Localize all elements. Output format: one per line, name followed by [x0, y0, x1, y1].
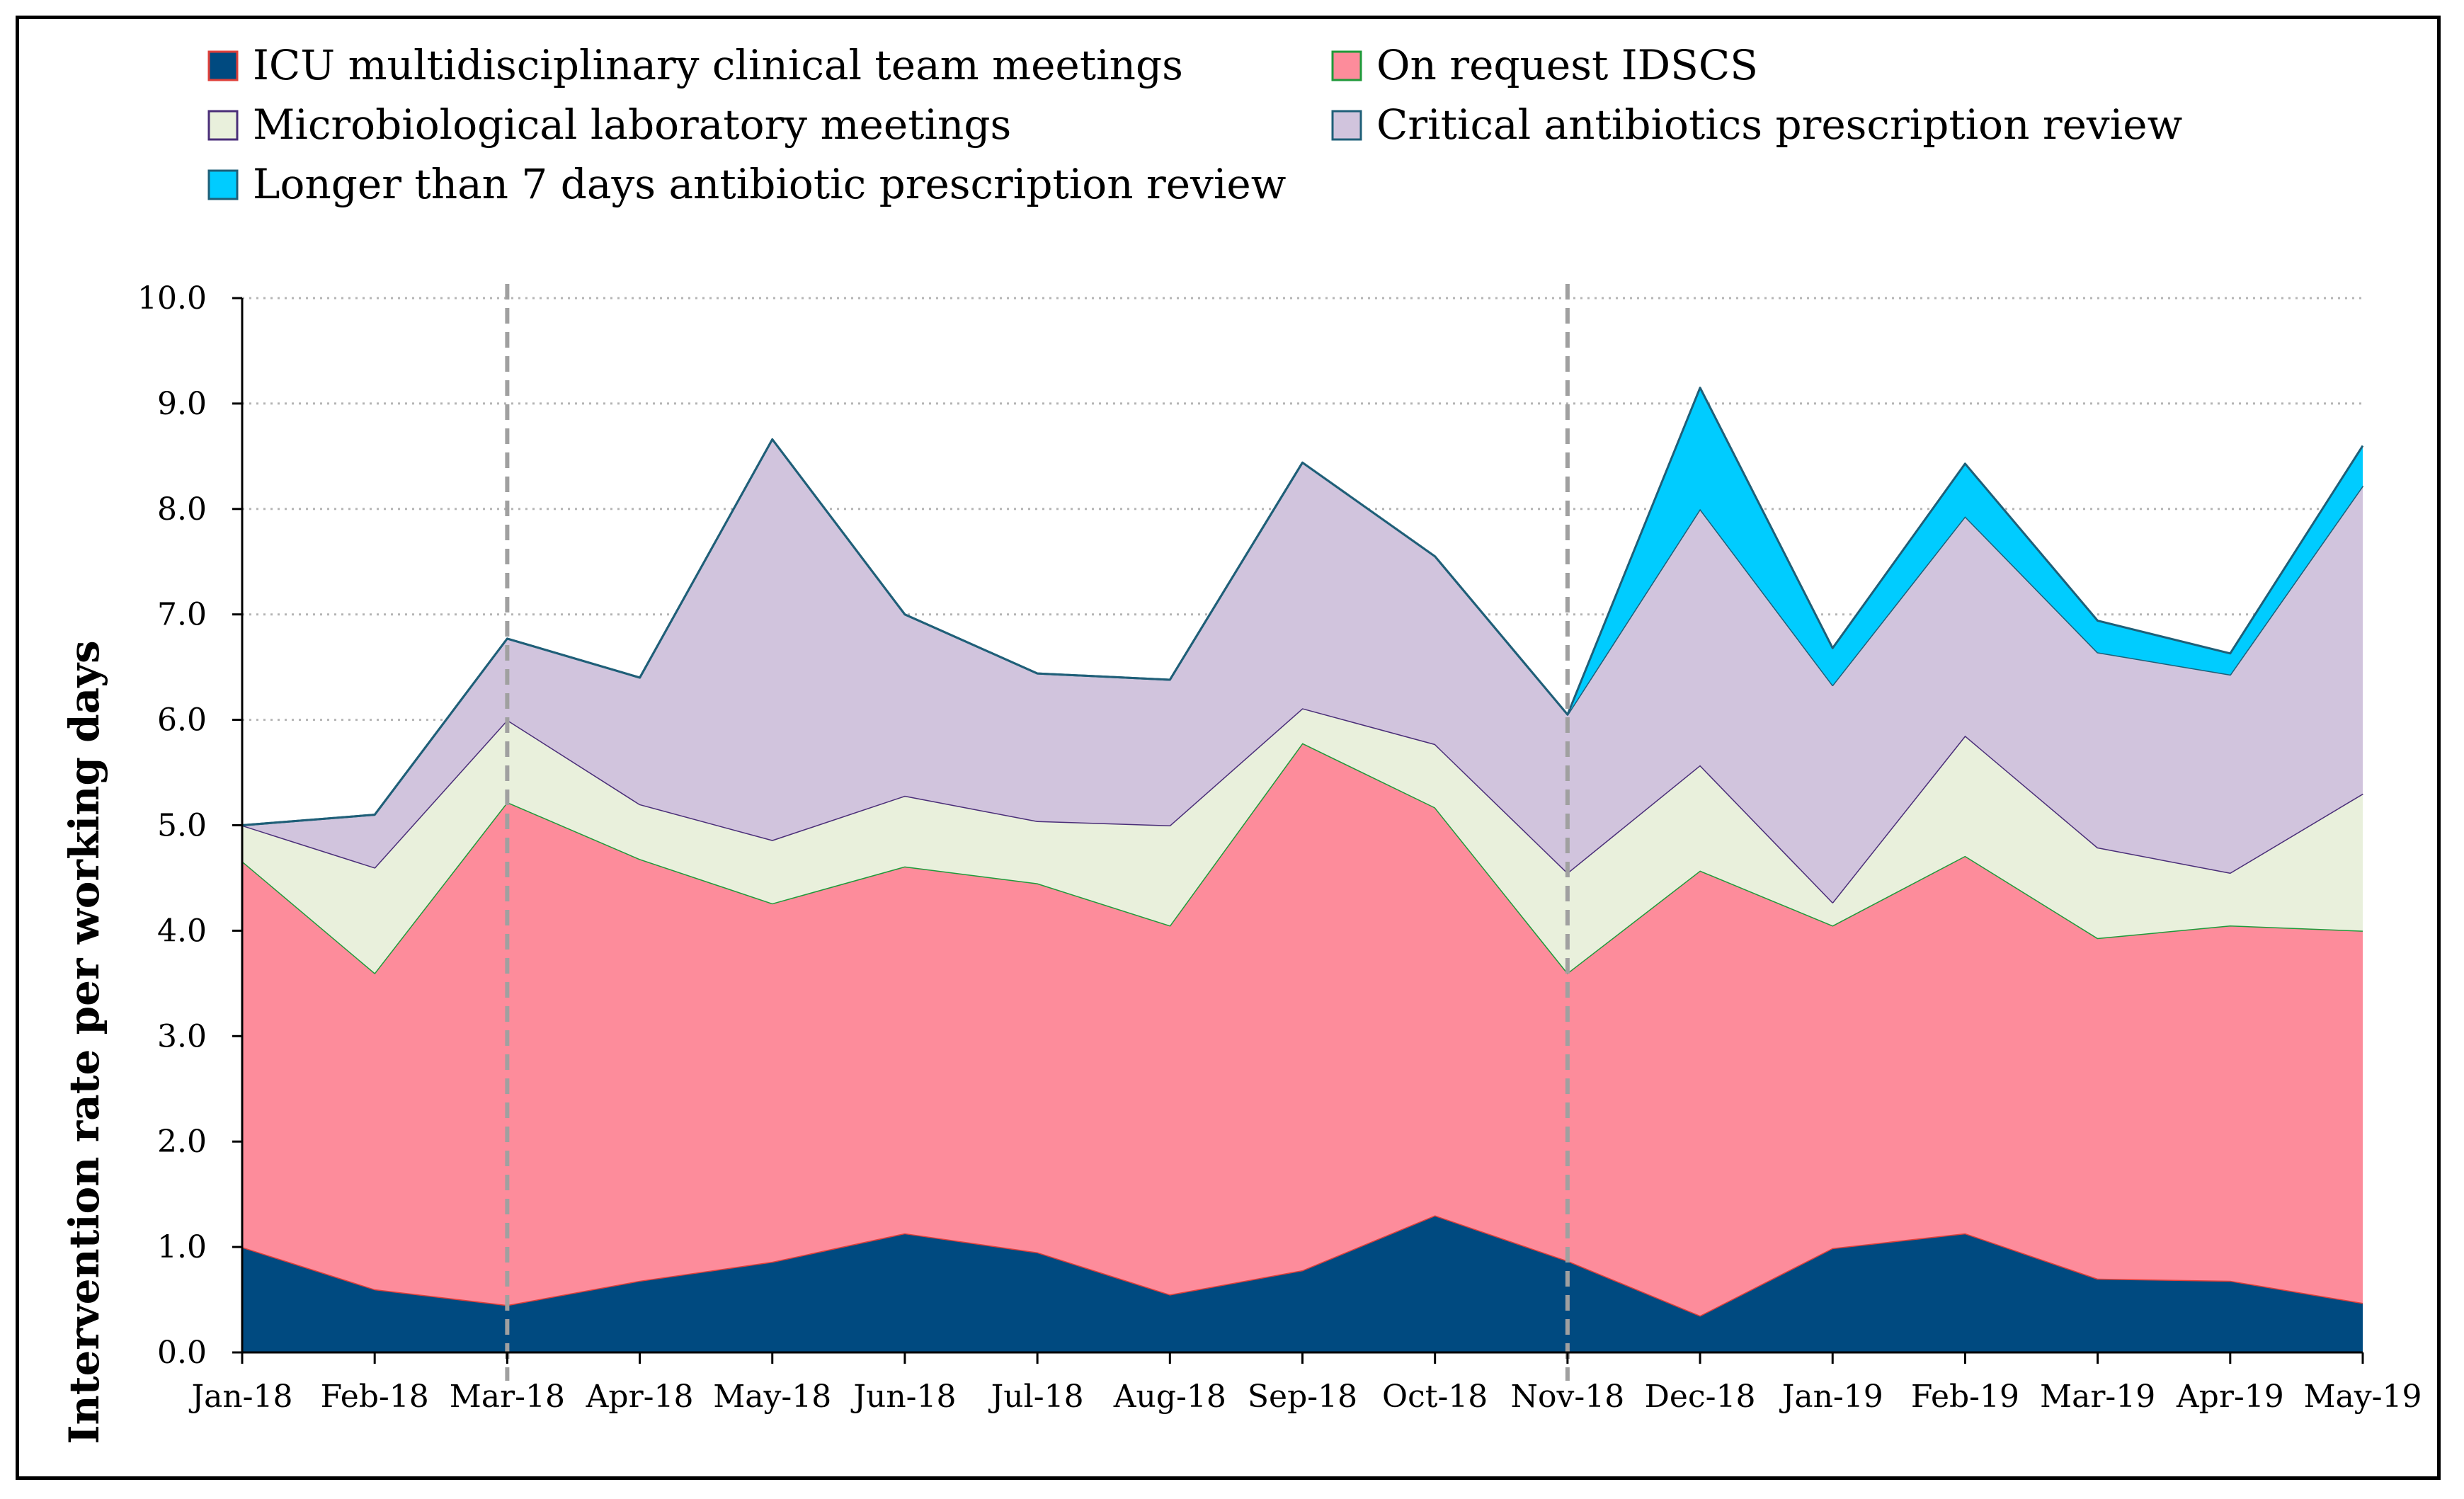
- area-series: [241, 387, 2364, 1352]
- y-tick-label: 0.0: [157, 1335, 207, 1371]
- y-tick-label: 6.0: [157, 702, 207, 739]
- x-tick-label: Jan-18: [188, 1379, 292, 1415]
- legend-swatch: [207, 50, 239, 81]
- x-tick-label: Feb-19: [1911, 1379, 2019, 1415]
- x-tick-label: Apr-19: [2176, 1379, 2284, 1415]
- y-tick-label: 9.0: [157, 386, 207, 422]
- legend-label: Microbiological laboratory meetings: [253, 101, 1011, 149]
- x-tick-label: Jan-19: [1779, 1379, 1883, 1415]
- area-series-1: [242, 1215, 2363, 1352]
- y-axis-title: Intervention rate per working days: [60, 640, 108, 1444]
- x-tick-label: Feb-18: [321, 1379, 429, 1415]
- area-series-3: [242, 708, 2363, 973]
- legend-swatch: [207, 110, 239, 141]
- y-tick-label: 5.0: [157, 808, 207, 844]
- series-line-5: [241, 387, 2364, 826]
- area-series-2: [242, 743, 2363, 1316]
- x-tick-label: May-18: [713, 1379, 831, 1415]
- legend-swatch: [207, 169, 239, 200]
- legend-label: ICU multidisciplinary clinical team meet…: [253, 41, 1183, 89]
- x-tick-label: Aug-18: [1113, 1379, 1226, 1415]
- vertical-markers: [505, 284, 1570, 1381]
- y-tick-label: 3.0: [157, 1018, 207, 1054]
- y-tick-label: 7.0: [157, 597, 207, 633]
- legend-label: Critical antibiotics prescription review: [1376, 101, 2182, 149]
- x-tick-label: Mar-18: [450, 1379, 565, 1415]
- chart-frame: ICU multidisciplinary clinical team meet…: [16, 16, 2441, 1480]
- x-tick-label: Sep-18: [1248, 1379, 1357, 1415]
- y-tick-label: 4.0: [157, 913, 207, 949]
- x-tick-label: Mar-19: [2040, 1379, 2155, 1415]
- x-tick-label: Nov-18: [1511, 1379, 1625, 1415]
- legend-swatch: [1331, 110, 1362, 141]
- legend-swatch: [1331, 50, 1362, 81]
- y-tick-label: 10.0: [137, 280, 207, 317]
- x-tick-label: Dec-18: [1645, 1379, 1756, 1415]
- x-tick-label: Apr-18: [586, 1379, 694, 1415]
- legend: ICU multidisciplinary clinical team meet…: [207, 41, 2182, 208]
- legend-label: Longer than 7 days antibiotic prescripti…: [253, 160, 1286, 208]
- x-tick-label: May-19: [2304, 1379, 2422, 1415]
- area-series-4: [242, 439, 2363, 903]
- legend-label: On request IDSCS: [1376, 41, 1758, 89]
- x-tick-label: Jun-18: [850, 1379, 956, 1415]
- axes: 0.0 1.0 2.0 3.0 4.0 5.0 6.0 7.0 8.0 9.0 10.0 Jan-18…: [137, 280, 2422, 1415]
- stacked-area-chart: ICU multidisciplinary clinical team meet…: [60, 41, 2422, 1444]
- x-tick-label: Oct-18: [1382, 1379, 1488, 1415]
- x-tick-label: Jul-18: [988, 1379, 1084, 1415]
- y-tick-label: 8.0: [157, 491, 207, 528]
- y-tick-label: 2.0: [157, 1124, 207, 1160]
- y-tick-label: 1.0: [157, 1229, 207, 1265]
